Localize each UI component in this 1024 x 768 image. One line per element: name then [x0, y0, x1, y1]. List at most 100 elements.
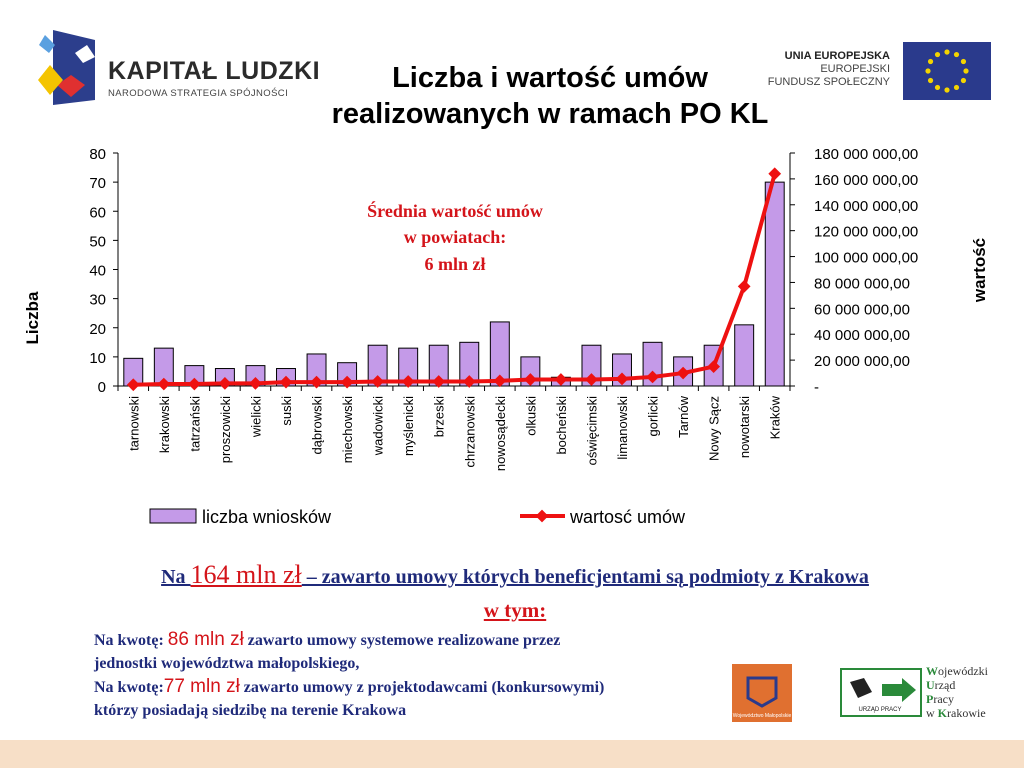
series-line-wartosc	[133, 173, 777, 387]
x-tick-label: wadowicki	[371, 396, 386, 456]
y-tick-left-label: 70	[89, 175, 106, 192]
y-tick-right-label: 160 000 000,00	[814, 172, 918, 189]
y-axis-right-label: wartość	[970, 238, 989, 303]
x-tick-label: wielicki	[248, 396, 263, 438]
line-point-12	[493, 374, 507, 388]
y-tick-left-label: 80	[89, 146, 106, 163]
y-tick-right-label: -	[814, 379, 819, 396]
bar-21	[764, 181, 785, 387]
wup-logo-icon: URZĄD PRACY	[840, 668, 922, 717]
wup-line-2: Urząd	[926, 678, 988, 692]
detail-line-3-prefix: Na kwotę:	[94, 679, 164, 696]
detail-line-1-prefix: Na kwotę:	[94, 632, 168, 649]
eu-star-icon	[953, 84, 960, 91]
y-tick-left-label: 60	[89, 204, 106, 221]
wup-line-3-initial: P	[926, 692, 934, 706]
detail-line-1-amount: 86 mln zł	[167, 629, 244, 650]
eu-star-icon	[960, 58, 967, 65]
detail-line-2: jednostki województwa małopolskiego,	[94, 655, 360, 672]
x-tick-label: chrzanowski	[462, 396, 477, 468]
eu-star-icon	[934, 51, 941, 58]
x-tick-label: tatrzański	[187, 396, 202, 452]
y-axis-left-label: Liczba	[23, 291, 42, 344]
eu-star-icon	[953, 51, 960, 58]
eu-star-icon	[944, 49, 950, 55]
chart-annotation-line-2: w powiatach:	[404, 227, 507, 247]
y-tick-left-label: 0	[98, 379, 106, 396]
kl-logo-text: KAPITAŁ LUDZKI NARODOWA STRATEGIA SPÓJNO…	[108, 58, 320, 99]
y-tick-right-label: 100 000 000,00	[814, 250, 918, 267]
x-tick-label: suski	[279, 396, 294, 426]
x-tick-label: Tarnów	[676, 395, 691, 438]
x-tick-label: proszowicki	[218, 396, 233, 463]
wup-line-4: w Krakowie	[926, 706, 988, 720]
wup-logo-text: Wojewódzki Urząd Pracy w Krakowie	[926, 664, 988, 720]
chart-annotation-line-1: Średnia wartość umów	[367, 200, 543, 221]
y-tick-left-label: 10	[89, 350, 106, 367]
wup-line-4-rest: rakowie	[947, 706, 986, 720]
line-point-6	[310, 375, 323, 389]
kapital-ludzki-logo-icon	[38, 30, 95, 105]
line-point-8	[371, 375, 385, 388]
eu-star-icon	[960, 77, 967, 84]
wup-line-1-rest: ojewódzki	[938, 664, 988, 678]
legend-bar-swatch	[149, 508, 197, 524]
y-tick-left-label: 40	[89, 263, 106, 280]
summary-amount: 164 mln zł	[190, 560, 302, 589]
wup-line-4-initial: K	[937, 706, 948, 720]
line-point-3	[218, 377, 232, 390]
eu-logo-text: UNIA EUROPEJSKA EUROPEJSKI FUNDUSZ SPOŁE…	[740, 50, 890, 89]
wup-line-3-rest: racy	[933, 692, 954, 706]
eu-star-icon	[963, 68, 969, 74]
x-tick-label: Kraków	[768, 395, 783, 439]
x-tick-label: limanowski	[615, 396, 630, 460]
detail-line-1: Na kwotę: 86 mln zł zawarto umowy system…	[94, 628, 754, 652]
x-tick-label: olkuski	[523, 396, 538, 436]
detail-line-3: Na kwotę:77 mln zł zawarto umowy z proje…	[94, 675, 754, 699]
x-tick-label: brzeski	[432, 396, 447, 437]
footer-bar	[0, 740, 1024, 768]
line-point-0	[126, 378, 140, 392]
eu-star-icon	[925, 68, 931, 74]
y-tick-right-label: 120 000 000,00	[814, 224, 918, 241]
x-tick-label: dąbrowski	[310, 396, 325, 455]
detail-line-3-text: zawarto umowy z projektodawcami (konkurs…	[239, 679, 605, 696]
eu-star-icon	[927, 77, 934, 84]
y-tick-right-label: 60 000 000,00	[814, 301, 910, 318]
x-tick-label: tarnowski	[126, 396, 141, 451]
wup-line-3: Pracy	[926, 692, 988, 706]
x-tick-label: krakowski	[157, 396, 172, 453]
title-line-1: Liczba i wartość umów	[392, 62, 708, 94]
x-tick-label: miechowski	[340, 396, 355, 463]
y-tick-right-label: 140 000 000,00	[814, 198, 918, 215]
chart: 0 10 20 30 40 50 60 70 80 - 20 000 000,00 40 000 00…	[23, 146, 989, 527]
line-point-10	[432, 375, 446, 388]
eu-star-icon	[934, 84, 941, 91]
malopolska-logo-caption: Województwo Małopolskie	[733, 713, 792, 719]
x-tick-label: oświęcimski	[584, 396, 599, 465]
line-point-1	[157, 377, 171, 391]
legend-line-label: wartosć umów	[569, 507, 686, 527]
legend-line-marker	[535, 509, 549, 523]
y-tick-right-label: 40 000 000,00	[814, 327, 910, 344]
wup-line-1: Wojewódzki	[926, 664, 988, 678]
legend-bar-label: liczba wniosków	[202, 507, 332, 527]
line-point-21	[768, 167, 782, 181]
kl-logo-name: KAPITAŁ LUDZKI	[108, 57, 321, 85]
x-tick-label: Nowy Sącz	[707, 396, 722, 461]
wup-box-caption: URZĄD PRACY	[858, 707, 901, 713]
y-tick-left-label: 30	[89, 292, 106, 309]
y-tick-right-label: 80 000 000,00	[814, 275, 910, 292]
summary-subhead: w tym:	[483, 598, 547, 622]
y-tick-right-label: 20 000 000,00	[814, 353, 910, 370]
chart-annotation-line-3: 6 mln zł	[425, 254, 486, 274]
title-line-2: realizowanych w ramach PO KL	[331, 98, 769, 130]
summary-text: – zawarto umowy których beneficjentami s…	[301, 566, 869, 588]
bar-20	[734, 324, 755, 387]
eu-line-2: EUROPEJSKI	[820, 63, 890, 75]
detail-line-1-text: zawarto umowy systemowe realizowane prze…	[243, 632, 561, 649]
eu-line-1: UNIA EUROPEJSKA	[784, 50, 890, 62]
summary-line: Na 164 mln zł – zawarto umowy których be…	[40, 560, 990, 590]
wup-line-1-initial: W	[926, 664, 938, 678]
x-tick-label: gorlicki	[646, 396, 661, 437]
